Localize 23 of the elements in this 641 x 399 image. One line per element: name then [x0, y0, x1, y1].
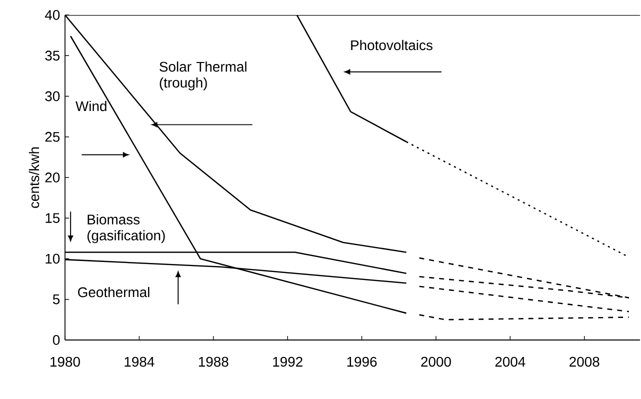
x-tick-label: 1984 [124, 356, 154, 367]
y-tick-label: 30 [45, 91, 60, 102]
series-label: Geothermal [78, 286, 150, 298]
y-tick-label: 25 [45, 132, 60, 142]
series-label: Wind [76, 100, 106, 112]
x-tick-label: 1988 [198, 356, 228, 367]
series-label: Solar Thermal (trough) [160, 61, 246, 90]
y-tick-label: 20 [45, 172, 60, 182]
y-tick-label: 40 [44, 10, 60, 20]
y-tick-label: 0 [52, 335, 60, 345]
x-tick-label: 2008 [570, 356, 600, 367]
legend-label: Biomass (gasification) [87, 214, 165, 244]
y-tick-label: 10 [46, 254, 60, 264]
x-tick-label: 1992 [273, 356, 302, 367]
x-tick-label: 2000 [421, 356, 451, 367]
y-tick-label: 15 [46, 213, 60, 223]
x-tick-label: 2004 [495, 356, 526, 367]
y-axis-title: cents/kwh [28, 147, 40, 208]
text: Photovoltaics [351, 40, 432, 50]
x-tick-label: 1980 [50, 356, 80, 367]
y-tick-label: 5 [52, 294, 60, 304]
y-tick-label: 35 [45, 50, 60, 61]
x-tick-label: 1996 [347, 356, 377, 367]
